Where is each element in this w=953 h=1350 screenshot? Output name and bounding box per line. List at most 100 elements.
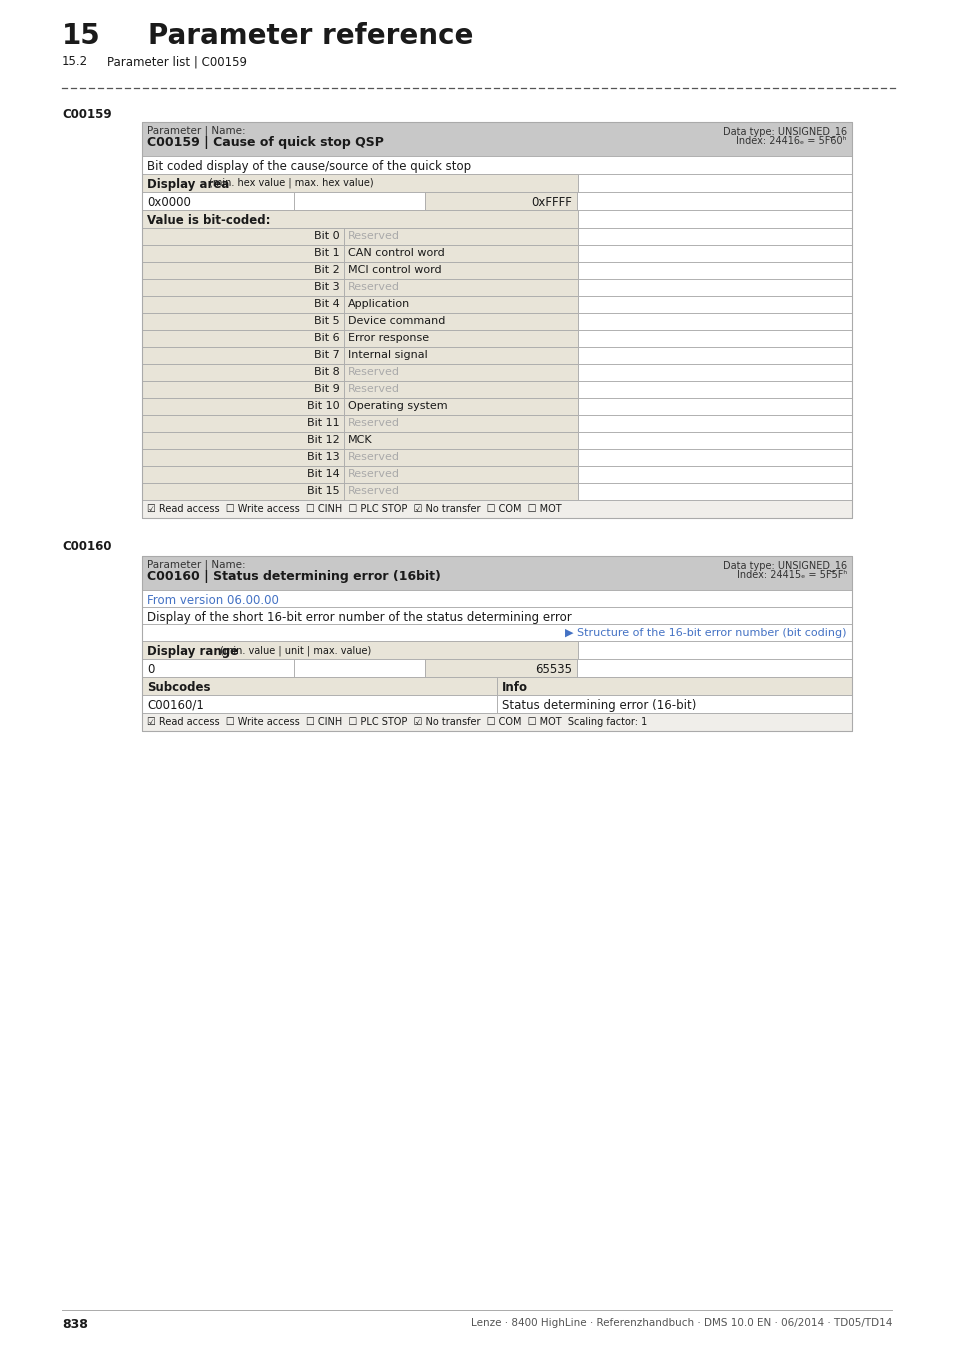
Text: Reserved: Reserved bbox=[348, 367, 399, 377]
Text: Reserved: Reserved bbox=[348, 486, 399, 495]
Bar bbox=[142, 466, 344, 483]
Bar bbox=[142, 676, 497, 695]
Text: Index: 24416ₑ = 5F60ʰ: Index: 24416ₑ = 5F60ʰ bbox=[736, 136, 846, 146]
Bar bbox=[142, 432, 344, 450]
Text: Display of the short 16-bit error number of the status determining error: Display of the short 16-bit error number… bbox=[147, 612, 571, 624]
Text: Reserved: Reserved bbox=[348, 418, 399, 428]
Text: 0: 0 bbox=[147, 663, 154, 676]
Bar bbox=[344, 450, 578, 466]
Text: ☑ Read access  ☐ Write access  ☐ CINH  ☐ PLC STOP  ☑ No transfer  ☐ COM  ☐ MOT: ☑ Read access ☐ Write access ☐ CINH ☐ PL… bbox=[147, 504, 561, 514]
Bar bbox=[578, 450, 851, 466]
Text: Bit 8: Bit 8 bbox=[314, 367, 339, 377]
Bar bbox=[142, 483, 344, 499]
Text: Bit 15: Bit 15 bbox=[307, 486, 339, 495]
Text: (min. hex value | max. hex value): (min. hex value | max. hex value) bbox=[209, 178, 374, 189]
Text: C00159 | Cause of quick stop QSP: C00159 | Cause of quick stop QSP bbox=[147, 136, 383, 148]
Bar bbox=[578, 398, 851, 414]
Bar bbox=[142, 192, 294, 211]
Bar bbox=[142, 347, 344, 364]
Bar bbox=[142, 590, 851, 608]
Text: From version 06.00.00: From version 06.00.00 bbox=[147, 594, 278, 608]
Bar bbox=[344, 483, 578, 499]
Bar bbox=[344, 329, 578, 347]
Bar bbox=[294, 192, 424, 211]
Text: 65535: 65535 bbox=[535, 663, 572, 676]
Text: 15: 15 bbox=[62, 22, 101, 50]
Text: Data type: UNSIGNED_16: Data type: UNSIGNED_16 bbox=[722, 560, 846, 571]
Bar bbox=[142, 122, 851, 518]
Bar bbox=[142, 228, 344, 244]
Bar bbox=[344, 313, 578, 329]
Bar bbox=[142, 414, 344, 432]
Text: MCK: MCK bbox=[348, 435, 373, 446]
Bar bbox=[578, 641, 851, 659]
Text: Value is bit-coded:: Value is bit-coded: bbox=[147, 215, 271, 227]
Text: Bit 14: Bit 14 bbox=[307, 468, 339, 479]
Bar bbox=[344, 279, 578, 296]
Text: Parameter reference: Parameter reference bbox=[148, 22, 473, 50]
Bar bbox=[344, 262, 578, 279]
Text: Lenze · 8400 HighLine · Referenzhandbuch · DMS 10.0 EN · 06/2014 · TD05/TD14: Lenze · 8400 HighLine · Referenzhandbuch… bbox=[470, 1318, 891, 1328]
Text: C00160: C00160 bbox=[62, 540, 112, 553]
Bar bbox=[142, 279, 344, 296]
Bar bbox=[142, 122, 851, 157]
Bar bbox=[578, 347, 851, 364]
Text: C00160 | Status determining error (16bit): C00160 | Status determining error (16bit… bbox=[147, 570, 440, 583]
Bar bbox=[142, 211, 578, 228]
Bar bbox=[142, 713, 851, 730]
Bar bbox=[578, 296, 851, 313]
Text: Internal signal: Internal signal bbox=[348, 350, 427, 360]
Text: Subcodes: Subcodes bbox=[147, 680, 211, 694]
Bar bbox=[424, 192, 577, 211]
Text: Bit 10: Bit 10 bbox=[307, 401, 339, 410]
Bar bbox=[578, 466, 851, 483]
Bar bbox=[497, 676, 851, 695]
Bar bbox=[578, 381, 851, 398]
Text: Bit 2: Bit 2 bbox=[314, 265, 339, 275]
Text: Parameter | Name:: Parameter | Name: bbox=[147, 126, 245, 136]
Text: Bit 12: Bit 12 bbox=[307, 435, 339, 446]
Bar bbox=[578, 313, 851, 329]
Bar bbox=[142, 695, 497, 713]
Text: Status determining error (16-bit): Status determining error (16-bit) bbox=[501, 699, 696, 711]
Bar bbox=[142, 262, 344, 279]
Text: Bit 13: Bit 13 bbox=[307, 452, 339, 462]
Bar bbox=[344, 244, 578, 262]
Bar bbox=[142, 659, 294, 676]
Bar bbox=[578, 483, 851, 499]
Text: Index: 24415ₑ = 5F5Fʰ: Index: 24415ₑ = 5F5Fʰ bbox=[736, 570, 846, 580]
Bar bbox=[142, 641, 578, 659]
Text: Bit 6: Bit 6 bbox=[314, 333, 339, 343]
Text: 838: 838 bbox=[62, 1318, 88, 1331]
Bar bbox=[142, 381, 344, 398]
Bar bbox=[142, 244, 344, 262]
Bar bbox=[142, 364, 344, 381]
Text: Application: Application bbox=[348, 298, 410, 309]
Bar bbox=[142, 329, 344, 347]
Text: MCI control word: MCI control word bbox=[348, 265, 441, 275]
Text: Operating system: Operating system bbox=[348, 401, 447, 410]
Text: Data type: UNSIGNED_16: Data type: UNSIGNED_16 bbox=[722, 126, 846, 136]
Text: 0xFFFF: 0xFFFF bbox=[531, 196, 572, 209]
Bar bbox=[497, 695, 851, 713]
Bar bbox=[578, 364, 851, 381]
Text: Display range: Display range bbox=[147, 645, 238, 657]
Bar bbox=[344, 398, 578, 414]
Bar bbox=[578, 262, 851, 279]
Bar bbox=[578, 432, 851, 450]
Text: Bit 4: Bit 4 bbox=[314, 298, 339, 309]
Text: Reserved: Reserved bbox=[348, 231, 399, 242]
Bar bbox=[344, 296, 578, 313]
Bar bbox=[344, 381, 578, 398]
Bar bbox=[142, 174, 578, 192]
Text: CAN control word: CAN control word bbox=[348, 248, 444, 258]
Bar bbox=[344, 466, 578, 483]
Bar bbox=[142, 296, 344, 313]
Bar bbox=[294, 659, 424, 676]
Bar bbox=[142, 450, 344, 466]
Bar bbox=[142, 398, 344, 414]
Text: Display area: Display area bbox=[147, 178, 229, 190]
Bar bbox=[578, 279, 851, 296]
Text: Reserved: Reserved bbox=[348, 282, 399, 292]
Bar bbox=[344, 414, 578, 432]
